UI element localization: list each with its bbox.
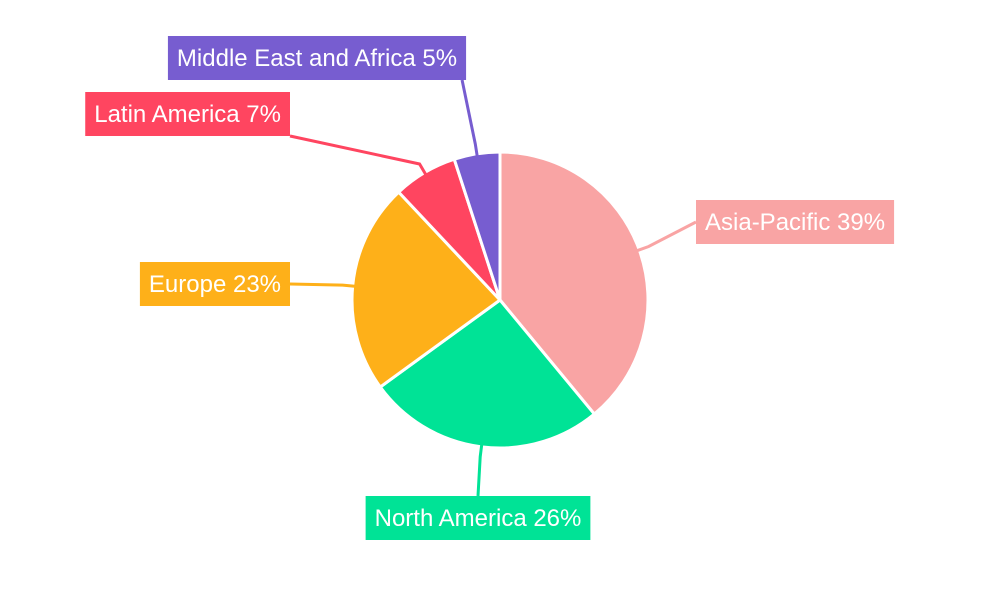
leader-line-middle-east-and-africa: [460, 79, 479, 157]
slice-label-latin-america: Latin America 7%: [94, 101, 281, 128]
slice-label-box-europe: [139, 262, 290, 306]
leader-line-latin-america: [289, 134, 427, 176]
slice-label-box-north-america: [365, 496, 591, 540]
slice-label-box-asia-pacific: [696, 200, 895, 244]
slices-layer: [350, 150, 650, 450]
slice-label-north-america: North America 26%: [375, 505, 582, 532]
slice-label-middle-east-and-africa: Middle East and Africa 5%: [177, 45, 457, 72]
slice-label-box-latin-america: [85, 92, 290, 136]
leader-line-europe: [289, 282, 355, 288]
leader-line-asia-pacific: [636, 220, 697, 252]
leader-line-north-america: [476, 444, 484, 497]
slice-label-asia-pacific: Asia-Pacific 39%: [705, 209, 885, 236]
slice-label-box-middle-east-and-africa: [167, 36, 467, 80]
slice-label-europe: Europe 23%: [149, 271, 281, 298]
leader-lines-layer: [289, 79, 697, 497]
slice-labels-layer: Asia-Pacific 39% North America 26% Europe …: [85, 36, 895, 540]
